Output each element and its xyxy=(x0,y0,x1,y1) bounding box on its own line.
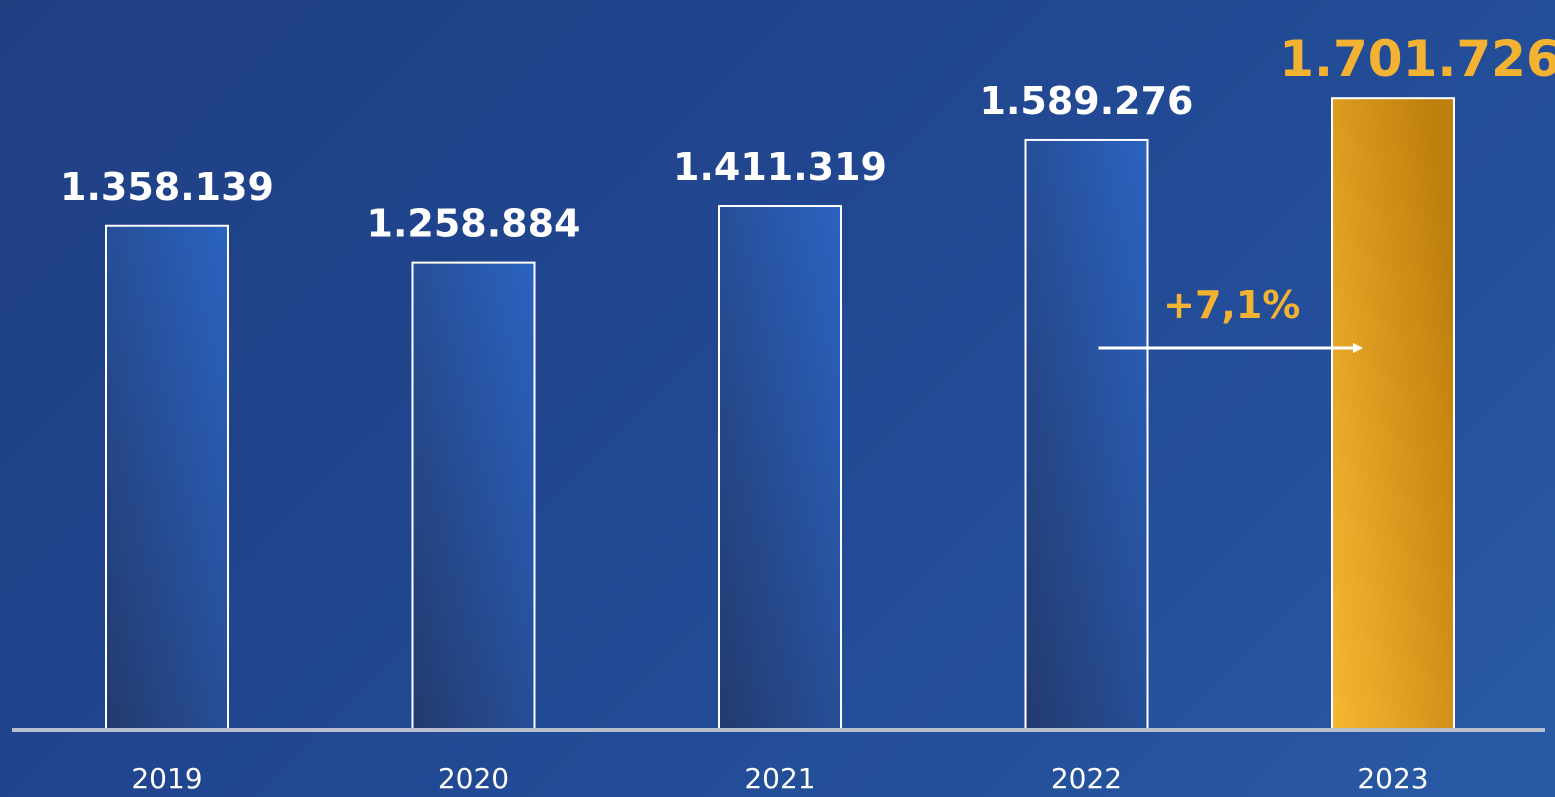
value-label-2022: 1.589.276 xyxy=(980,79,1194,123)
x-tick-label-2021: 2021 xyxy=(744,762,815,795)
value-labels-group: 1.358.139 1.258.884 1.411.319 1.589.276 1.70… xyxy=(60,30,1555,245)
x-tick-labels-group: 2019 2020 2021 2022 2023 xyxy=(131,762,1428,795)
x-tick-label-2020: 2020 xyxy=(438,762,509,795)
x-tick-label-2023: 2023 xyxy=(1357,762,1428,795)
x-tick-label-2022: 2022 xyxy=(1051,762,1122,795)
bar-2021 xyxy=(718,205,842,732)
bar-2019 xyxy=(105,224,229,731)
value-label-2021: 1.411.319 xyxy=(673,145,887,189)
bar-2022 xyxy=(1024,138,1149,731)
x-tick-label-2019: 2019 xyxy=(131,762,202,795)
bars-group xyxy=(105,97,1455,732)
value-label-2019: 1.358.139 xyxy=(60,165,274,209)
growth-annotation: +7,1% xyxy=(1098,283,1363,353)
bar-2020 xyxy=(411,261,536,731)
value-label-2020: 1.258.884 xyxy=(367,202,581,246)
growth-label: +7,1% xyxy=(1163,283,1300,327)
bar-2023 xyxy=(1331,97,1455,732)
value-label-2023: 1.701.726 xyxy=(1279,30,1555,88)
